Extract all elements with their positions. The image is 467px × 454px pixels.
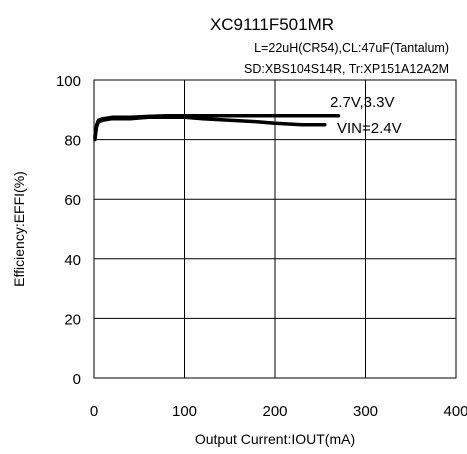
chart-subtitle-line-2: SD:XBS104S14R, Tr:XP151A12A2M — [244, 62, 449, 76]
y-tick-label: 20 — [64, 311, 81, 328]
tick-labels: 0 20 40 60 80 100 0 100 200 300 400 — [56, 73, 467, 420]
chart-subtitle-line-1: L=22uH(CR54),CL:47uF(Tantalum) — [254, 41, 449, 55]
x-tick-label: 300 — [353, 403, 378, 420]
y-tick-label: 80 — [64, 133, 81, 150]
x-axis-label: Output Current:IOUT(mA) — [195, 431, 355, 447]
y-tick-label: 100 — [56, 73, 81, 90]
y-tick-label: 40 — [64, 252, 81, 269]
x-tick-label: 200 — [262, 403, 287, 420]
annotation-2.7v-3.3v: 2.7V,3.3V — [330, 94, 395, 111]
chart-title: XC9111F501MR — [210, 15, 334, 34]
series-lines — [93, 114, 341, 142]
y-tick-label: 0 — [73, 371, 81, 388]
x-tick-label: 400 — [443, 403, 467, 420]
x-tick-label: 0 — [90, 403, 98, 420]
series-line-2 — [93, 115, 327, 139]
y-axis-label: Efficiency:EFFI(%) — [11, 171, 27, 287]
plot-area — [93, 79, 457, 379]
annotation-vin-2.4v: VIN=2.4V — [337, 120, 402, 137]
x-tick-label: 100 — [172, 403, 197, 420]
y-tick-label: 60 — [64, 192, 81, 209]
